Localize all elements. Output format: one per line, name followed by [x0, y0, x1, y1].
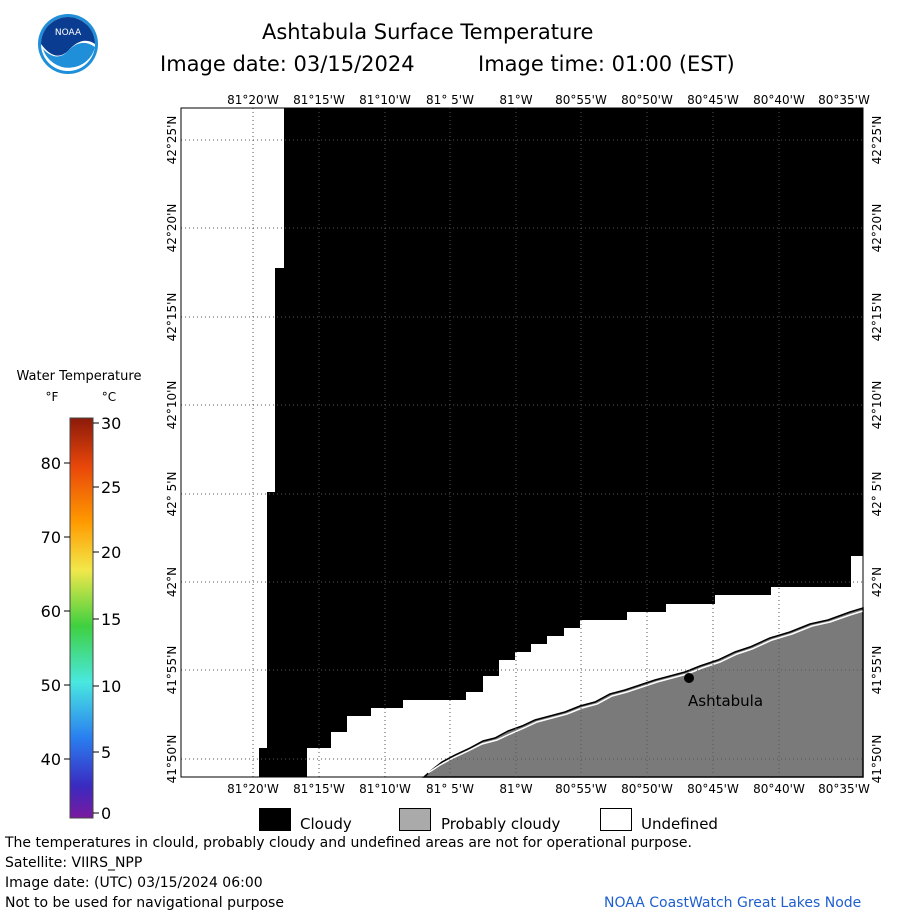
legend-probably-cloudy-label: Probably cloudy — [441, 815, 561, 833]
lon-label-bottom: 80°45'W — [687, 782, 739, 796]
image-date: Image date: 03/15/2024 — [160, 52, 415, 76]
noaa-logo: NOAA — [37, 13, 99, 75]
f-tick: 40 — [41, 750, 61, 769]
lon-label-bottom: 81°15'W — [293, 782, 345, 796]
c-tick: 10 — [101, 677, 121, 696]
lat-label-left: 41°55'N — [165, 646, 179, 695]
logo-text: NOAA — [55, 28, 82, 38]
lat-label-left: 42° 5'N — [165, 472, 179, 517]
page-title: Ashtabula Surface Temperature — [262, 20, 594, 44]
lon-label-top: 81°W — [499, 93, 532, 107]
c-tick: 0 — [101, 804, 111, 823]
lon-label-top: 80°55'W — [555, 93, 607, 107]
lat-label-right: 42° 5'N — [870, 472, 884, 517]
lon-label-top: 81° 5'W — [426, 93, 474, 107]
lon-label-bottom: 80°50'W — [621, 782, 673, 796]
f-tick: 80 — [41, 454, 61, 473]
temperature-colorbar: Water Temperature °F °C 80 70 60 50 40 3… — [17, 369, 142, 823]
land-region — [422, 606, 864, 778]
cloudy-region — [259, 108, 863, 777]
lon-label-bottom: 80°55'W — [555, 782, 607, 796]
f-tick: 50 — [41, 676, 61, 695]
lon-label-top: 81°20'W — [227, 93, 279, 107]
lat-label-right: 41°55'N — [870, 646, 884, 695]
lon-label-bottom: 81°10'W — [359, 782, 411, 796]
unit-fahrenheit: °F — [46, 390, 59, 404]
lat-label-right: 42°10'N — [870, 381, 884, 430]
colorbar-title: Water Temperature — [17, 369, 142, 384]
lat-label-left: 42°10'N — [165, 381, 179, 430]
lon-label-top: 80°45'W — [687, 93, 739, 107]
c-tick: 30 — [101, 414, 121, 433]
c-tick: 15 — [101, 610, 121, 629]
lat-label-left: 42°20'N — [165, 204, 179, 253]
legend-undefined-label: Undefined — [641, 815, 718, 833]
lat-label-right: 42°N — [870, 567, 884, 597]
c-tick: 5 — [101, 743, 111, 762]
lon-label-bottom: 81° 5'W — [426, 782, 474, 796]
lon-label-top: 80°35'W — [818, 93, 870, 107]
f-tick: 70 — [41, 528, 61, 547]
footer-satellite: Satellite: VIIRS_NPP — [5, 855, 143, 871]
lat-label-right: 42°25'N — [870, 116, 884, 165]
lat-label-right: 42°15'N — [870, 293, 884, 342]
lat-label-left: 42°15'N — [165, 293, 179, 342]
lon-label-bottom: 81°20'W — [227, 782, 279, 796]
footer-utc-date: Image date: (UTC) 03/15/2024 06:00 — [5, 875, 263, 891]
lon-label-bottom: 80°35'W — [818, 782, 870, 796]
city-label: Ashtabula — [688, 692, 763, 710]
footer-note: The temperatures in clould, probably clo… — [5, 835, 692, 851]
lat-label-right: 41°50'N — [870, 735, 884, 784]
city-marker — [684, 673, 694, 683]
lat-label-left: 42°25'N — [165, 116, 179, 165]
lon-label-bottom: 81°W — [499, 782, 532, 796]
lon-label-bottom: 80°40'W — [753, 782, 805, 796]
legend-cloudy-label: Cloudy — [300, 815, 352, 833]
image-time: Image time: 01:00 (EST) — [478, 52, 735, 76]
footer-credit: NOAA CoastWatch Great Lakes Node — [604, 895, 862, 911]
c-tick: 25 — [101, 478, 121, 497]
lat-label-left: 41°50'N — [165, 735, 179, 784]
lat-label-right: 42°20'N — [870, 204, 884, 253]
footer-nav-warning: Not to be used for navigational purpose — [5, 895, 284, 911]
legend-probably-cloudy-swatch — [399, 808, 431, 831]
lon-label-top: 80°40'W — [753, 93, 805, 107]
f-tick: 60 — [41, 602, 61, 621]
legend-cloudy-swatch — [259, 808, 291, 831]
lon-label-top: 80°50'W — [621, 93, 673, 107]
lon-label-top: 81°15'W — [293, 93, 345, 107]
unit-celsius: °C — [102, 390, 116, 404]
lon-label-top: 81°10'W — [359, 93, 411, 107]
c-tick: 20 — [101, 543, 121, 562]
lat-label-left: 42°N — [165, 567, 179, 597]
legend-undefined-swatch — [600, 808, 632, 831]
